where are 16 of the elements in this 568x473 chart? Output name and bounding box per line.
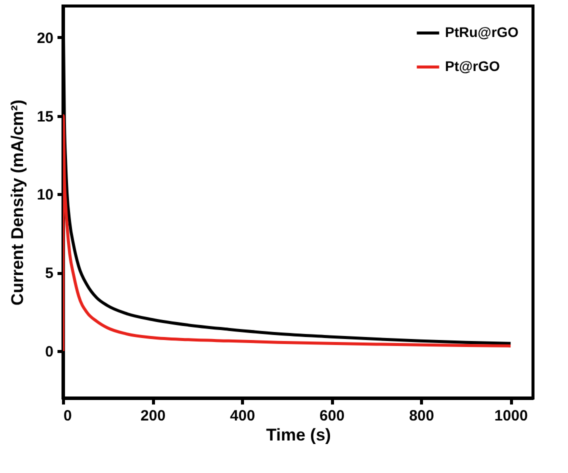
y-tick-label: 0 <box>45 343 54 360</box>
legend-label: PtRu@rGO <box>445 24 519 40</box>
x-tick-label: 600 <box>320 408 345 424</box>
x-axis-title: Time (s) <box>266 426 331 444</box>
y-tick-label: 15 <box>36 108 54 126</box>
x-tick-label: 0 <box>64 408 72 424</box>
y-tick-label: 20 <box>36 30 54 47</box>
x-tick-label: 200 <box>140 408 166 424</box>
x-tick-label: 1000 <box>494 408 528 424</box>
y-tick-label: 10 <box>36 186 54 204</box>
x-tick-label: 800 <box>409 408 434 424</box>
y-axis-title: Current Density (mA/cm²) <box>8 100 27 306</box>
legend-label: Pt@rGO <box>445 58 500 74</box>
x-tick-label: 400 <box>230 408 256 424</box>
line-series <box>63 114 512 352</box>
y-tick-label: 5 <box>45 265 54 282</box>
